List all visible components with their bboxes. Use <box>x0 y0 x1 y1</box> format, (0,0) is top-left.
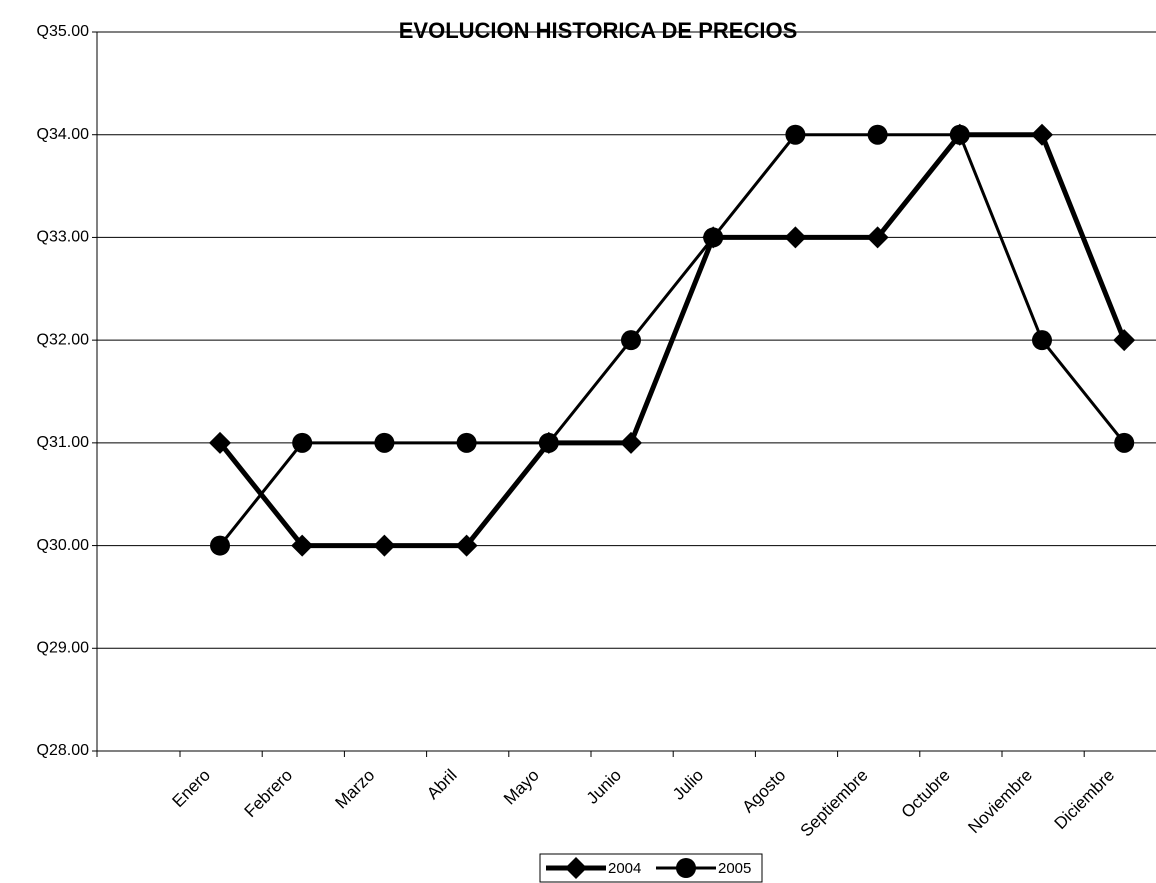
marker <box>210 535 230 556</box>
marker <box>456 432 477 453</box>
x-tick-label: Junio <box>583 766 625 808</box>
y-tick-label: Q33.00 <box>37 229 90 246</box>
x-tick-label: Marzo <box>332 766 379 813</box>
marker <box>784 226 807 249</box>
marker <box>1031 123 1053 146</box>
x-tick-label: Noviembre <box>964 766 1036 838</box>
y-tick-label: Q31.00 <box>37 434 90 451</box>
x-tick-label: Octubre <box>898 766 954 822</box>
x-tick-label: Diciembre <box>1051 766 1119 834</box>
series-line <box>218 133 1126 547</box>
marker <box>374 432 395 453</box>
legend-label: 2005 <box>718 860 751 877</box>
x-tick-label: Mayo <box>500 766 543 809</box>
marker <box>620 431 642 454</box>
marker <box>621 330 641 351</box>
marker <box>703 227 724 248</box>
marker <box>373 534 396 557</box>
chart-title: EVOLUCION HISTORICA DE PRECIOS <box>399 18 798 43</box>
marker <box>538 432 559 453</box>
marker <box>455 534 478 557</box>
series-line <box>218 132 1127 549</box>
x-tick-label: Abril <box>423 766 460 803</box>
x-tick-label: Julio <box>669 766 707 804</box>
marker <box>676 858 696 878</box>
x-tick-label: Febrero <box>241 766 297 822</box>
marker <box>866 226 889 249</box>
y-tick-label: Q32.00 <box>37 331 90 348</box>
marker <box>949 124 970 145</box>
y-tick-label: Q29.00 <box>37 640 90 657</box>
marker <box>1032 330 1052 351</box>
marker <box>291 534 314 557</box>
y-tick-label: Q30.00 <box>37 537 90 554</box>
y-tick-label: Q35.00 <box>37 23 90 40</box>
marker <box>209 431 231 454</box>
marker <box>867 124 888 145</box>
marker <box>1113 329 1136 352</box>
marker <box>1114 432 1135 453</box>
x-tick-label: Septiembre <box>797 766 872 841</box>
marker <box>292 432 313 453</box>
y-tick-label: Q34.00 <box>37 126 90 143</box>
legend-label: 2004 <box>608 860 641 877</box>
marker <box>565 857 587 879</box>
legend: 2004 2005 <box>539 853 763 883</box>
x-tick-label: Enero <box>168 766 214 812</box>
x-tick-label: Agosto <box>739 766 790 817</box>
marker <box>785 124 806 145</box>
y-tick-label: Q28.00 <box>37 742 90 759</box>
